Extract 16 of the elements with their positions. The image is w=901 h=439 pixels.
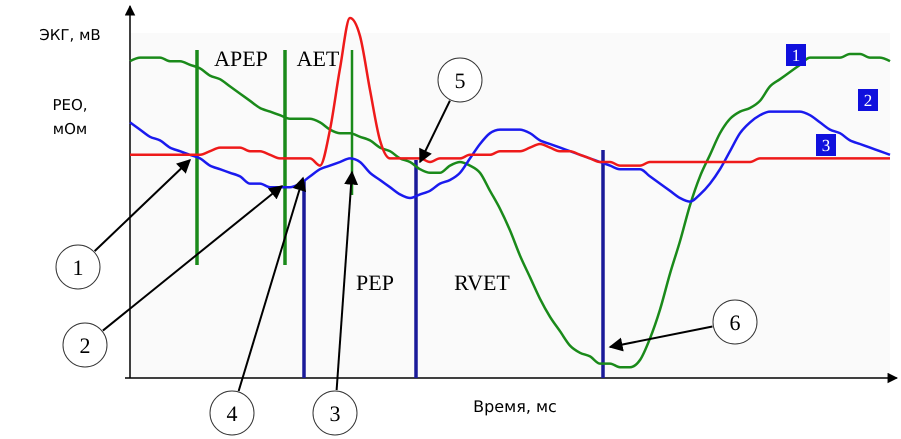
x-axis-title: Время, мс bbox=[473, 397, 557, 416]
text: 3 bbox=[330, 401, 340, 426]
annotation: AET bbox=[296, 46, 340, 71]
annotation: APEP bbox=[214, 46, 268, 71]
text: 1 bbox=[72, 255, 84, 280]
annotation: 6 bbox=[730, 310, 740, 335]
annotation: PEP bbox=[356, 270, 394, 295]
series-label: 1 bbox=[792, 46, 800, 65]
text: 2 bbox=[80, 333, 90, 358]
annotation: RVET bbox=[454, 270, 510, 295]
text: 4 bbox=[226, 401, 238, 426]
text: РЕО, мОм bbox=[52, 96, 88, 138]
series-label: 2 bbox=[864, 91, 872, 110]
y-axis-title: ЭКГ, мВ bbox=[39, 26, 101, 44]
annotation: 5 bbox=[454, 68, 466, 93]
series-label: 3 bbox=[822, 136, 830, 155]
